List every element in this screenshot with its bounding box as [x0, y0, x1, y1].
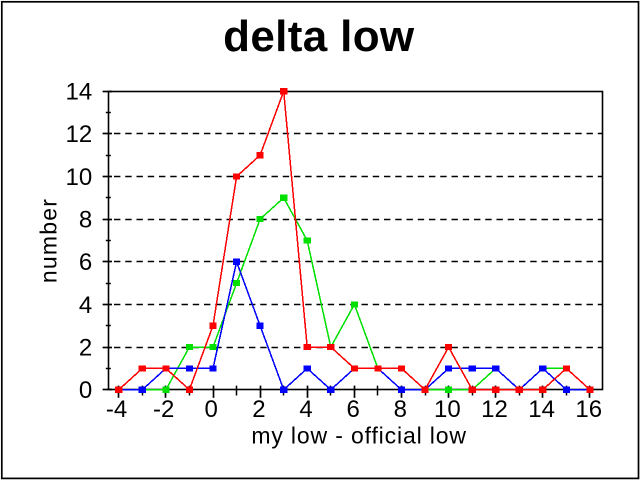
svg-text:14: 14	[528, 396, 555, 423]
svg-text:8: 8	[79, 206, 92, 233]
svg-text:10: 10	[434, 396, 461, 423]
svg-text:4: 4	[299, 396, 312, 423]
svg-text:2: 2	[79, 334, 92, 361]
svg-text:6: 6	[346, 396, 359, 423]
svg-text:8: 8	[394, 396, 407, 423]
svg-text:14: 14	[65, 79, 92, 106]
svg-text:number: number	[35, 198, 61, 283]
svg-text:2: 2	[252, 396, 265, 423]
svg-text:4: 4	[79, 292, 92, 319]
svg-text:16: 16	[575, 396, 602, 423]
svg-text:10: 10	[65, 164, 92, 191]
svg-text:0: 0	[79, 377, 92, 404]
svg-text:0: 0	[205, 396, 218, 423]
svg-text:6: 6	[79, 249, 92, 276]
svg-text:12: 12	[481, 396, 508, 423]
svg-text:-2: -2	[153, 396, 174, 423]
svg-text:my low - official low: my low - official low	[251, 423, 467, 449]
svg-text:delta low: delta low	[223, 12, 415, 61]
svg-text:12: 12	[65, 121, 92, 148]
svg-text:-4: -4	[106, 396, 127, 423]
